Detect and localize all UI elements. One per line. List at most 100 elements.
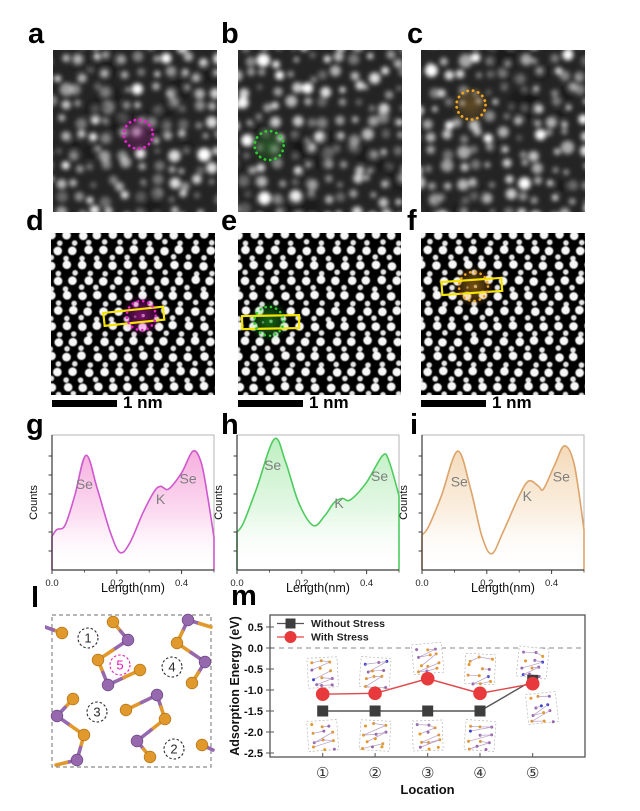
profile-area [422,445,584,570]
stem-image-c [406,35,594,225]
data-point-with-stress [315,687,330,701]
structure-diagram-l: 1 2 3 4 5 [43,595,235,800]
se-atom [185,676,199,690]
site-marker-2: 2 [163,738,185,760]
x-axis-label: Length(nm) [101,581,165,595]
profile-chart-g: 0.0 0.2 0.4 Counts Length(nm) Se K Se [28,428,228,596]
se-atom [170,636,184,650]
profile-area [52,450,214,570]
profile-svg-g: 0.0 0.2 0.4 Counts Length(nm) Se K Se [28,434,215,595]
y-axis-label: Counts [213,485,225,520]
structure-inset [463,652,497,686]
stem-canvas-c [406,35,594,225]
profile-line [236,437,400,570]
data-point-without-stress [474,705,486,717]
x-axis-label: Length(nm) [286,581,350,595]
defect-ring-e [253,305,285,338]
panel-label-b: b [221,18,239,50]
structure-inset [411,641,445,676]
x-axis-label: Length(nm) [471,581,535,595]
profile-svg-h: 0.0 0.2 0.4 Counts Length(nm) Se K Se [213,434,400,595]
se-atom [66,692,80,706]
site-marker-5: 5 [109,654,131,676]
profile-svg-i: 0.0 0.2 0.4 Counts Length(nm) Se K Se [398,434,585,595]
panel-label-h: h [221,409,239,441]
structure-svg: 1 2 3 4 5 [43,613,215,768]
stem-image-a [38,35,225,222]
peak-label-se: Se [76,476,93,492]
y-axis-label: Counts [398,485,410,520]
defect-ring-d [125,299,157,332]
scale-bar-label-d: 1 nm [123,393,163,412]
sim-image-e [233,229,418,414]
structure-inset [358,656,392,690]
peak-label-se: Se [553,469,570,485]
x-tick-label-location-5: ⑤ [526,765,539,782]
data-point-with-stress [525,676,540,691]
site-marker-4: 4 [161,656,183,678]
x-tick-label-location-1: ① [316,765,329,782]
stem-image-b [221,33,414,224]
structure-inset [525,691,559,725]
profile-chart-i: 0.0 0.2 0.4 Counts Length(nm) Se K Se [398,428,598,596]
data-point-with-stress [368,686,382,701]
structure-inset [515,645,550,680]
defect-ring-c [455,89,487,121]
se-atom [143,750,157,764]
x-tick-label: 0.2 [295,578,308,589]
x-tick-label: 0.4 [360,578,373,589]
y-axis-label: Adsorption Energy (eV) [228,616,242,756]
roi-rect-f [440,276,504,297]
se-atom [55,626,69,640]
peak-label-se: Se [451,473,468,489]
y-tick-label: 0.0 [248,643,263,655]
y-tick-label: 0.5 [248,622,263,634]
structure-inset [306,719,340,752]
site-marker-1: 1 [77,627,99,649]
legend-label-without-stress: Without Stress [311,618,385,630]
sim-image-f [416,229,600,414]
scale-bar-label-e: 1 nm [309,393,349,412]
adsorption-energy-chart-m: 0.5 0.0 -0.5 -1.0 -1.5 -2.0 -2.5 ① ② ③ ④ ⑤ Adsorptio… [225,585,635,811]
data-point-without-stress [422,705,434,717]
y-axis-label: Counts [28,485,40,520]
panel-label-e: e [221,205,238,237]
data-point-with-stress [420,671,435,686]
y-tick-label: -2.5 [244,748,263,760]
y-tick-label: -1.0 [244,685,263,697]
x-axis-label: Location [400,782,454,797]
site-marker-3: 3 [86,701,108,723]
x-tick-label-location-4: ④ [473,765,486,782]
scale-bar-d [52,400,117,407]
svg-text:2: 2 [170,742,177,757]
scale-bar-f [421,400,486,407]
roi-rect-d [102,305,166,328]
w-atom [130,734,144,748]
panel-label-f: f [407,205,417,237]
energy-plot-svg: 0.5 0.0 -0.5 -1.0 -1.5 -2.0 -2.5 ① ② ③ ④ ⑤ Adsorptio… [228,614,586,797]
panel-label-g: g [26,409,44,441]
scale-bar-label-f: 1 nm [492,393,532,412]
profile-chart-h: 0.0 0.2 0.4 Counts Length(nm) Se K Se [213,428,413,596]
w-atom [198,655,212,669]
stem-canvas-b [221,33,414,224]
peak-label-k: K [523,488,533,504]
x-tick-label-location-3: ③ [421,765,434,782]
stem-canvas-a [38,35,225,222]
w-atom [181,613,195,627]
panel-label-l: l [31,582,40,614]
structure-inset [358,719,392,752]
x-tick-label: 0.4 [175,578,188,589]
se-atom [195,738,209,752]
peak-label-se: Se [371,468,388,484]
x-tick-label: 0.2 [110,578,123,589]
se-atom [106,615,120,629]
se-atom [119,703,133,717]
svg-text:5: 5 [116,658,123,673]
legend-label-with-stress: With Stress [311,632,369,644]
x-tick-label: 0.2 [480,578,493,589]
structure-inset [411,719,444,752]
w-atom [70,753,84,767]
data-point-without-stress [369,705,381,717]
